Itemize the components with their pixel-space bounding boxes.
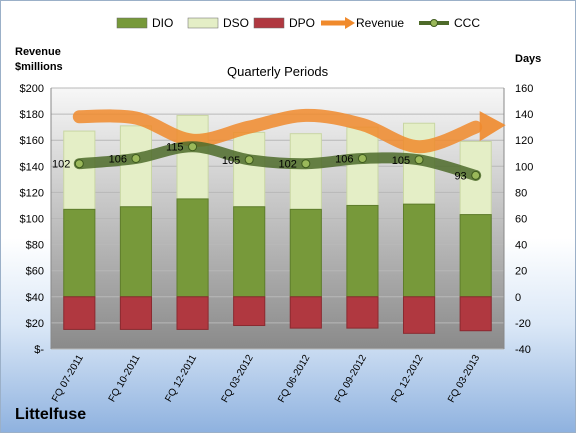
right-tick-label: 60 xyxy=(515,214,527,226)
bar-dpo xyxy=(176,296,209,330)
bar-dio xyxy=(176,198,209,298)
bar-dio xyxy=(289,208,322,298)
ccc-data-label: 93 xyxy=(454,170,466,182)
right-tick-label: 0 xyxy=(515,292,521,304)
right-tick-label: 140 xyxy=(515,109,533,121)
company-name: Littelfuse xyxy=(15,406,87,423)
left-axis-label-line2: $millions xyxy=(15,61,63,73)
ccc-data-label: 105 xyxy=(392,155,410,167)
ccc-marker xyxy=(74,159,84,169)
category-label: FQ 12-2011 xyxy=(163,353,199,404)
bar-dso xyxy=(233,131,266,208)
ccc-data-label: 115 xyxy=(166,142,184,154)
category-label: FQ 10-2011 xyxy=(107,353,143,404)
chart-title: Quarterly Periods xyxy=(227,64,329,79)
left-tick-label: $140 xyxy=(20,161,44,173)
revenue-line xyxy=(72,108,483,154)
ccc-marker xyxy=(244,155,254,165)
bar-dio xyxy=(459,214,492,298)
category-label: FQ 03-2013 xyxy=(446,353,482,405)
right-tick-label: 40 xyxy=(515,240,527,252)
category-label: FQ 03-2012 xyxy=(220,353,256,405)
legend-label: DIO xyxy=(152,16,173,30)
bar-dio xyxy=(119,206,153,298)
category-label: FQ 07-2011 xyxy=(50,353,86,404)
legend-marker xyxy=(430,19,438,27)
bar-dio xyxy=(233,206,266,298)
legend-swatch xyxy=(253,17,285,29)
bar-dio xyxy=(402,203,436,298)
left-tick-label: $100 xyxy=(20,214,44,226)
ccc-marker xyxy=(131,153,141,163)
ccc-marker xyxy=(414,155,424,165)
right-tick-label: -20 xyxy=(515,318,531,330)
bars xyxy=(63,114,492,334)
right-axis-label: Days xyxy=(515,53,542,65)
category-label: FQ 12-2012 xyxy=(389,353,425,405)
legend-swatch xyxy=(187,17,219,29)
bar-dpo xyxy=(459,296,492,332)
ccc-marker xyxy=(188,142,198,152)
bar-dpo xyxy=(346,296,379,329)
right-tick-label: 100 xyxy=(515,161,533,173)
left-tick-label: $40 xyxy=(26,292,44,304)
ccc-data-label: 106 xyxy=(335,153,353,165)
legend-label: DSO xyxy=(223,16,249,30)
ccc-data-label: 105 xyxy=(222,155,240,167)
left-tick-label: $80 xyxy=(26,240,44,252)
bar-dpo xyxy=(63,296,96,330)
left-tick-label: $160 xyxy=(20,135,44,147)
revenue-arrowhead xyxy=(479,111,506,142)
left-tick-label: $120 xyxy=(20,187,44,199)
bar-dio xyxy=(346,204,379,298)
legend-label: Revenue xyxy=(356,16,404,30)
left-tick-label: $180 xyxy=(20,109,44,121)
right-tick-label: 120 xyxy=(515,135,533,147)
series-lines: 102 106 115 105 102 106 105 93 xyxy=(52,108,506,182)
category-label: FQ 09-2012 xyxy=(333,353,369,405)
right-tick-label: -40 xyxy=(515,344,531,356)
bar-dpo xyxy=(233,296,266,327)
left-axis-label-line1: Revenue xyxy=(15,46,61,58)
ccc-data-label: 102 xyxy=(52,159,70,171)
right-tick-label: 160 xyxy=(515,83,533,95)
ccc-marker xyxy=(301,159,311,169)
legend-label: CCC xyxy=(454,16,480,30)
right-tick-label: 80 xyxy=(515,187,527,199)
legend-arrowhead xyxy=(345,17,355,29)
bar-dso xyxy=(289,133,322,210)
bar-dso xyxy=(176,114,209,200)
ccc-data-label: 102 xyxy=(278,159,296,171)
bar-dio xyxy=(63,208,96,298)
ccc-marker xyxy=(357,153,367,163)
right-tick-label: 20 xyxy=(515,266,527,278)
category-label: FQ 06-2012 xyxy=(276,353,312,405)
bar-dso xyxy=(119,125,153,208)
left-tick-label: $20 xyxy=(26,318,44,330)
ccc-line xyxy=(73,141,482,181)
bar-dpo xyxy=(289,296,322,329)
ccc-data-label: 106 xyxy=(109,153,127,165)
legend-label: DPO xyxy=(289,16,315,30)
ccc-marker xyxy=(471,170,481,180)
bar-dpo xyxy=(402,296,436,334)
left-tick-label: $- xyxy=(34,344,44,356)
bar-dpo xyxy=(119,296,153,330)
legend: DIO DSO DPO Revenue CCC xyxy=(116,16,480,30)
legend-swatch xyxy=(116,17,148,29)
bar-dso xyxy=(346,126,379,206)
left-tick-label: $200 xyxy=(20,83,44,95)
left-tick-label: $60 xyxy=(26,266,44,278)
